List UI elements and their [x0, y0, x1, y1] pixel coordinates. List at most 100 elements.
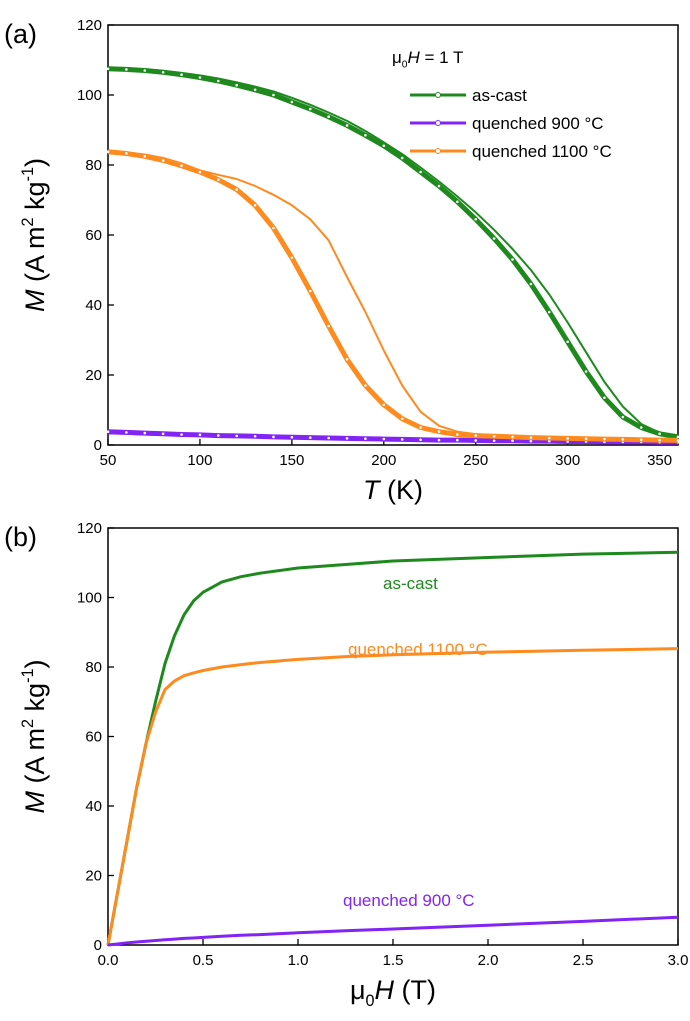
x-tick-label: 350 — [647, 452, 672, 469]
data-marker — [603, 437, 606, 441]
data-marker — [437, 184, 441, 188]
data-marker — [492, 439, 496, 443]
data-marker — [253, 88, 257, 92]
series-line — [106, 647, 679, 946]
data-marker — [639, 426, 643, 429]
panel-label: (a) — [4, 19, 37, 49]
data-marker — [106, 430, 110, 434]
y-tick-label: 80 — [85, 157, 102, 174]
legend-marker — [435, 92, 441, 98]
x-axis-title: T (K) — [363, 475, 423, 505]
label-part: μ — [392, 48, 402, 67]
data-marker — [382, 403, 386, 407]
data-marker — [584, 437, 588, 441]
data-marker — [217, 434, 220, 437]
data-marker — [180, 73, 183, 76]
data-marker — [217, 178, 220, 181]
legend-marker — [435, 148, 441, 154]
label-part: μ — [350, 975, 366, 1005]
y-tick-label: 120 — [77, 17, 102, 34]
data-marker — [290, 256, 294, 260]
data-marker — [327, 324, 330, 328]
x-tick-label: 1.0 — [288, 952, 309, 969]
data-marker — [345, 437, 349, 440]
data-marker — [290, 436, 294, 439]
series-line — [106, 550, 679, 946]
data-marker — [125, 152, 128, 155]
data-marker — [437, 430, 441, 434]
series-line — [107, 915, 679, 947]
data-marker — [290, 100, 294, 104]
x-tick-label: 250 — [463, 452, 488, 469]
y-tick-label: 40 — [85, 297, 102, 314]
series-label: quenched 900 °C — [343, 891, 475, 910]
data-marker — [308, 107, 312, 111]
data-marker — [235, 188, 239, 191]
data-marker — [474, 439, 478, 442]
y-tick-label: 100 — [77, 590, 102, 607]
data-marker — [547, 310, 551, 314]
series-line — [107, 429, 678, 445]
data-marker — [400, 156, 404, 160]
data-marker — [400, 438, 404, 441]
y-tick-label: 100 — [77, 87, 102, 104]
label-part: kg — [20, 683, 50, 719]
data-marker — [364, 437, 367, 441]
label-part: -1 — [19, 167, 37, 181]
data-marker — [272, 93, 275, 97]
label-part: kg — [20, 181, 50, 217]
data-marker — [198, 170, 202, 174]
data-marker — [529, 436, 533, 439]
label-part: = 1 T — [420, 48, 464, 67]
data-marker — [419, 170, 422, 174]
label-part: (T) — [394, 975, 436, 1005]
data-marker — [143, 69, 147, 72]
label-part: 0 — [402, 59, 408, 70]
series-line — [107, 150, 679, 442]
series-line — [107, 149, 679, 443]
label-part: (A m — [20, 728, 50, 791]
data-marker — [547, 436, 551, 440]
data-marker — [180, 433, 183, 436]
y-tick-label: 20 — [85, 868, 102, 885]
label-part: H — [407, 48, 420, 67]
x-tick-label: 0.5 — [193, 952, 214, 969]
y-tick-label: 60 — [85, 729, 102, 746]
data-marker — [437, 438, 441, 442]
label-part: ) — [20, 158, 50, 167]
legend-title: μ0H = 1 T — [392, 48, 463, 70]
y-axis-title: M (A m2 kg-1) — [19, 660, 50, 814]
data-marker — [492, 237, 496, 240]
data-marker — [198, 433, 202, 437]
x-tick-label: 2.0 — [478, 952, 499, 969]
series-label: as-cast — [383, 574, 438, 593]
data-marker — [143, 431, 147, 435]
data-marker — [345, 124, 349, 127]
y-tick-label: 120 — [77, 520, 102, 537]
x-tick-label: 200 — [371, 452, 396, 469]
y-axis-title: M (A m2 kg-1) — [19, 158, 50, 312]
x-tick-label: 3.0 — [668, 952, 689, 969]
data-marker — [511, 258, 514, 261]
data-marker — [345, 357, 349, 361]
data-marker — [529, 282, 533, 286]
data-marker — [125, 431, 128, 434]
x-tick-label: 1.5 — [383, 952, 404, 969]
y-tick-label: 20 — [85, 367, 102, 384]
data-marker — [253, 203, 257, 207]
legend-label: quenched 900 °C — [472, 114, 604, 133]
legend-label: quenched 1100 °C — [472, 142, 612, 161]
data-marker — [272, 435, 275, 439]
data-marker — [621, 438, 625, 441]
data-marker — [529, 439, 533, 443]
data-marker — [474, 434, 478, 437]
data-marker — [235, 434, 239, 438]
data-marker — [474, 217, 478, 221]
data-marker — [106, 67, 110, 71]
data-marker — [566, 340, 569, 344]
data-marker — [511, 439, 514, 443]
data-marker — [511, 435, 514, 439]
data-marker — [676, 435, 680, 439]
data-marker — [253, 434, 257, 438]
data-marker — [419, 426, 422, 429]
